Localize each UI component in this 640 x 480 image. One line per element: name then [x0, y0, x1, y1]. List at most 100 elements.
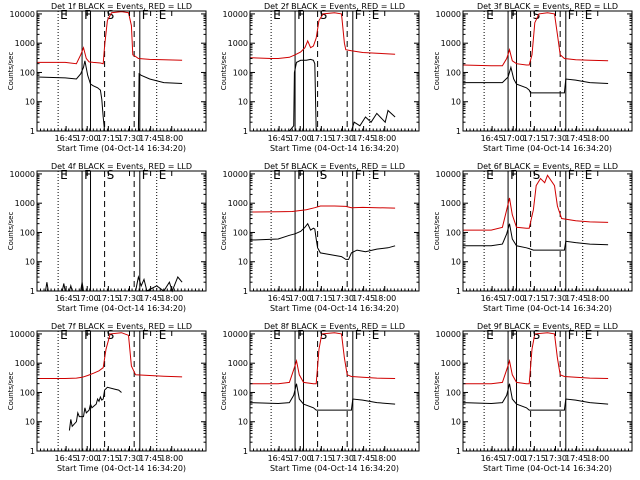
x-tick-label: 17:30: [118, 294, 141, 303]
x-tick-label: 17:30: [331, 294, 354, 303]
y-tick-label: 10: [25, 258, 35, 267]
x-tick-label: 17:45: [139, 134, 162, 143]
y-tick-label: 1: [456, 447, 461, 456]
x-tick-label: 17:15: [523, 134, 546, 143]
phase-marker-label: E: [159, 8, 167, 22]
x-tick-label: 17:30: [544, 134, 567, 143]
x-tick-label: 17:15: [310, 134, 333, 143]
phase-marker-label: E: [486, 168, 494, 182]
x-tick-label: 16:45: [481, 134, 504, 143]
y-axis-label: Counts/sec: [7, 212, 15, 251]
plot-frame: [249, 170, 420, 292]
x-tick-label: 16:45: [268, 134, 291, 143]
chart-panel-2: Det 2f BLACK = Events, RED = LLDEFSFE110…: [220, 2, 420, 153]
series-lld-line: [463, 174, 609, 231]
y-tick-label: 100: [233, 388, 248, 397]
y-tick-label: 10: [238, 258, 248, 267]
plot-frame: [462, 330, 633, 452]
x-tick-label: 17:45: [139, 294, 162, 303]
x-tick-label: 18:00: [373, 294, 396, 303]
series-lld-line: [250, 332, 396, 385]
y-axis-label: Counts/sec: [220, 212, 228, 251]
chart-panel-4: Det 4f BLACK = Events, RED = LLDEFSFE110…: [7, 162, 207, 313]
phase-marker-label: E: [585, 168, 593, 182]
x-tick-label: 17:15: [97, 454, 120, 463]
y-tick-label: 10: [451, 98, 461, 107]
phase-marker-label: E: [486, 8, 494, 22]
y-tick-label: 1: [456, 287, 461, 296]
phase-marker-label: E: [159, 168, 167, 182]
y-tick-label: 100: [233, 68, 248, 77]
y-tick-label: 10: [25, 98, 35, 107]
phase-marker-label: E: [372, 8, 380, 22]
phase-marker-label: F: [142, 168, 149, 182]
y-tick-label: 10: [25, 418, 35, 427]
chart-title: Det 9f BLACK = Events, RED = LLD: [477, 322, 618, 331]
y-axis-label: Counts/sec: [220, 372, 228, 411]
chart-title: Det 6f BLACK = Events, RED = LLD: [477, 162, 618, 171]
series-lld-line: [462, 12, 609, 67]
y-axis-label: Counts/sec: [433, 372, 441, 411]
y-tick-label: 1000: [228, 39, 248, 48]
y-axis-label: Counts/sec: [433, 212, 441, 251]
y-axis-label: Counts/sec: [220, 52, 228, 91]
y-tick-label: 10000: [223, 330, 248, 339]
y-tick-label: 1: [243, 287, 248, 296]
chart-panel-7: Det 7f BLACK = Events, RED = LLDEFSFE110…: [7, 322, 207, 473]
series-events-line: [68, 386, 122, 431]
x-tick-label: 17:00: [502, 134, 525, 143]
phase-marker-label: E: [585, 8, 593, 22]
phase-marker-label: E: [372, 168, 380, 182]
y-tick-label: 10000: [10, 170, 35, 179]
chart-title: Det 8f BLACK = Events, RED = LLD: [264, 322, 405, 331]
series-events-line: [463, 223, 609, 251]
x-tick-label: 17:30: [331, 134, 354, 143]
x-tick-label: 17:45: [565, 134, 588, 143]
plot-frame: [249, 10, 420, 132]
y-tick-label: 100: [233, 228, 248, 237]
x-tick-label: 18:00: [373, 134, 396, 143]
y-tick-label: 1: [243, 447, 248, 456]
x-tick-label: 16:45: [55, 134, 78, 143]
y-tick-label: 1000: [15, 199, 35, 208]
x-tick-label: 17:15: [97, 294, 120, 303]
x-tick-label: 17:45: [565, 294, 588, 303]
phase-marker-label: F: [568, 8, 575, 22]
x-tick-label: 18:00: [586, 134, 609, 143]
phase-marker-label: F: [355, 8, 362, 22]
plot-frame: [36, 330, 207, 452]
x-tick-label: 17:45: [352, 134, 375, 143]
series-events-line: [249, 383, 396, 411]
y-tick-label: 1000: [441, 199, 461, 208]
x-axis-label: Start Time (04-Oct-14 16:34:20): [57, 464, 186, 473]
x-tick-label: 16:45: [55, 294, 78, 303]
y-tick-label: 10000: [436, 170, 461, 179]
y-tick-label: 10: [451, 418, 461, 427]
chart-title: Det 2f BLACK = Events, RED = LLD: [264, 2, 405, 11]
phase-marker-label: F: [568, 328, 575, 342]
x-tick-label: 17:00: [289, 294, 312, 303]
series-events-line: [249, 222, 396, 260]
x-tick-label: 16:45: [481, 454, 504, 463]
y-tick-label: 10000: [436, 10, 461, 19]
x-tick-label: 17:30: [544, 454, 567, 463]
x-axis-label: Start Time (04-Oct-14 16:34:20): [270, 144, 399, 153]
x-tick-label: 18:00: [160, 454, 183, 463]
chart-title: Det 4f BLACK = Events, RED = LLD: [51, 162, 192, 171]
y-tick-label: 1000: [228, 199, 248, 208]
plot-frame: [249, 330, 420, 452]
x-tick-label: 17:15: [310, 454, 333, 463]
x-axis-label: Start Time (04-Oct-14 16:34:20): [483, 144, 612, 153]
y-tick-label: 10000: [223, 10, 248, 19]
chart-panel-3: Det 3f BLACK = Events, RED = LLDEFSFE110…: [433, 2, 633, 153]
y-tick-label: 1: [456, 127, 461, 136]
x-tick-label: 17:00: [289, 454, 312, 463]
phase-marker-label: E: [486, 328, 494, 342]
x-tick-label: 17:00: [289, 134, 312, 143]
y-tick-label: 1: [30, 287, 35, 296]
x-tick-label: 17:15: [310, 294, 333, 303]
phase-marker-label: F: [568, 168, 575, 182]
phase-marker-label: S: [533, 168, 541, 182]
series-events-line: [36, 60, 183, 132]
